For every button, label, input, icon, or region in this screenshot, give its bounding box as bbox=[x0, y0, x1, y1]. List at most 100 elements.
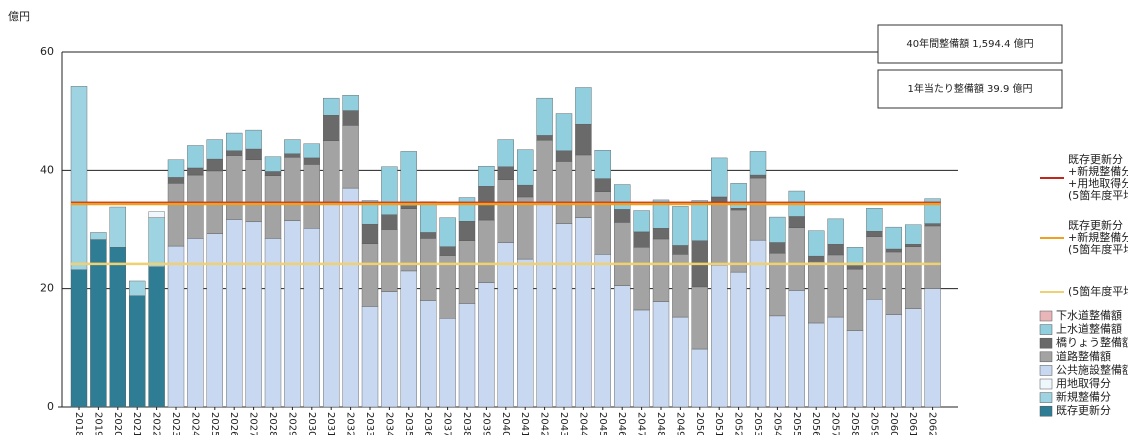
bar-segment bbox=[575, 87, 592, 125]
x-tick-label: 2024 bbox=[189, 412, 200, 435]
x-tick-label: 2056 bbox=[810, 412, 821, 435]
bar-segment bbox=[633, 247, 650, 311]
legend-label: 公共施設整備額 bbox=[1056, 362, 1128, 376]
annotation: 40年間整備額 1,594.4 億円 bbox=[906, 37, 1033, 50]
bar-segment bbox=[342, 110, 359, 126]
bar-segment bbox=[885, 248, 902, 253]
bar-segment bbox=[788, 290, 805, 408]
bar-segment bbox=[400, 205, 417, 209]
bar-segment bbox=[905, 224, 922, 245]
bar-segment bbox=[866, 236, 883, 300]
bar-segment bbox=[497, 242, 514, 408]
bar-segment bbox=[264, 171, 282, 176]
legend-label: 新規整備分 bbox=[1056, 390, 1111, 404]
x-tick-label: 2054 bbox=[771, 412, 782, 435]
bar-segment bbox=[225, 219, 243, 408]
bar-segment bbox=[284, 139, 301, 154]
bar-segment bbox=[167, 159, 185, 178]
legend-label: 既存更新分 bbox=[1056, 403, 1111, 417]
bar-segment bbox=[458, 303, 476, 408]
legend-swatch bbox=[1039, 405, 1053, 417]
bar-segment bbox=[381, 291, 398, 408]
x-tick-label: 2043 bbox=[558, 412, 569, 435]
bar-segment bbox=[769, 315, 786, 408]
legend-swatch bbox=[1039, 324, 1053, 335]
bar-segment bbox=[400, 151, 417, 207]
bar-segment bbox=[245, 148, 262, 160]
bar-segment bbox=[769, 216, 786, 243]
bar-segment bbox=[517, 196, 534, 260]
bar-segment bbox=[905, 244, 922, 247]
bar-segment bbox=[614, 285, 631, 408]
bar-segment bbox=[206, 139, 224, 160]
bar-segment bbox=[323, 140, 340, 204]
bar-segment bbox=[497, 179, 514, 243]
bar-segment bbox=[924, 225, 941, 289]
bar-segment bbox=[536, 139, 553, 204]
bar-segment bbox=[478, 219, 495, 283]
bar-segment bbox=[536, 135, 553, 141]
bar-segment bbox=[187, 174, 204, 239]
x-tick-label: 2049 bbox=[674, 412, 685, 435]
y-tick-label: 20 bbox=[40, 282, 54, 295]
bar-segment bbox=[846, 268, 864, 331]
x-tick-label: 2026 bbox=[228, 412, 239, 435]
bar-segment bbox=[381, 229, 398, 292]
bar-segment bbox=[497, 139, 514, 167]
bar-segment bbox=[342, 94, 359, 111]
legend-swatch bbox=[1039, 337, 1053, 349]
bar-segment bbox=[866, 299, 883, 408]
bar-segment bbox=[420, 300, 437, 408]
x-tick-label: 2039 bbox=[480, 412, 491, 435]
x-tick-label: 2034 bbox=[383, 412, 394, 435]
x-tick-label: 2018 bbox=[73, 412, 84, 435]
bar-segment bbox=[225, 150, 243, 156]
bar-segment bbox=[749, 151, 767, 176]
x-tick-label: 2040 bbox=[500, 412, 511, 435]
bar-segment bbox=[614, 184, 631, 210]
x-tick-label: 2061 bbox=[907, 412, 918, 435]
bar-segment bbox=[303, 228, 320, 408]
x-tick-label: 2062 bbox=[927, 412, 938, 435]
bar-segment bbox=[808, 230, 825, 257]
legend-label: 道路整備額 bbox=[1056, 349, 1111, 363]
bar-segment bbox=[885, 251, 902, 315]
annotation: 1年当たり整備額 39.9 億円 bbox=[908, 82, 1033, 95]
bar-segment bbox=[245, 159, 262, 223]
bar-segment bbox=[633, 231, 650, 248]
bar-segment bbox=[769, 242, 786, 254]
bar-segment bbox=[827, 244, 844, 256]
bar-segment bbox=[264, 175, 282, 239]
bar-segment bbox=[128, 280, 146, 296]
bar-segment bbox=[478, 165, 495, 187]
x-tick-label: 2045 bbox=[597, 412, 608, 435]
bar-segment bbox=[652, 238, 670, 302]
bar-segment bbox=[652, 301, 670, 408]
x-tick-label: 2041 bbox=[519, 412, 530, 435]
x-tick-label: 2029 bbox=[286, 412, 297, 435]
bar-segment bbox=[924, 223, 941, 227]
bar-segment bbox=[827, 218, 844, 245]
bar-segment bbox=[691, 348, 708, 408]
bar-segment bbox=[90, 232, 107, 240]
bar-segment bbox=[672, 316, 689, 408]
bar-segment bbox=[808, 255, 825, 262]
bar-segment bbox=[323, 202, 340, 408]
x-tick-label: 2052 bbox=[733, 412, 744, 435]
bar-segment bbox=[342, 125, 359, 189]
bar-segment bbox=[478, 282, 495, 408]
legend-swatch bbox=[1039, 365, 1053, 376]
bar-segment bbox=[711, 157, 728, 198]
legend-label: (5箇年度平均) bbox=[1068, 188, 1128, 202]
bar-segment bbox=[284, 220, 301, 408]
bar-segment bbox=[672, 206, 689, 246]
legend-swatch bbox=[1039, 310, 1053, 322]
bar-segment bbox=[439, 217, 456, 247]
bar-segment bbox=[924, 288, 941, 408]
bar-segment bbox=[148, 266, 165, 408]
legend-label: 上水道整備額 bbox=[1056, 322, 1122, 336]
legend-label: 用地取得分 bbox=[1056, 377, 1111, 390]
legend-label: 下水道整備額 bbox=[1056, 308, 1122, 322]
bar-segment bbox=[846, 247, 864, 266]
x-tick-label: 2019 bbox=[92, 412, 103, 435]
